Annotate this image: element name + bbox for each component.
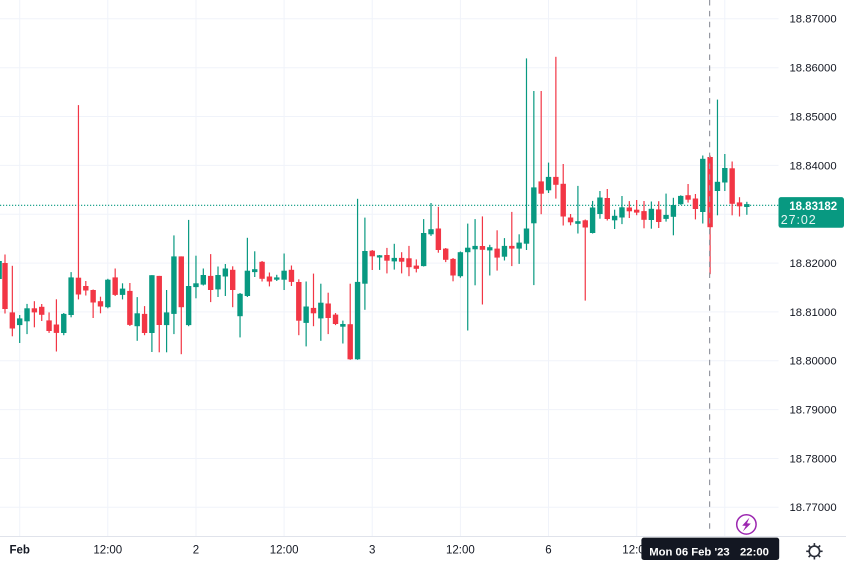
svg-text:Feb: Feb	[9, 545, 29, 557]
svg-text:27:02: 27:02	[781, 213, 817, 227]
svg-text:18.83182: 18.83182	[789, 201, 837, 213]
svg-text:18.77000: 18.77000	[790, 502, 837, 514]
svg-text:18.82000: 18.82000	[790, 258, 837, 270]
svg-text:6: 6	[545, 545, 551, 557]
svg-text:18.84000: 18.84000	[790, 160, 837, 172]
svg-text:18.79000: 18.79000	[790, 405, 837, 417]
svg-text:18.78000: 18.78000	[790, 453, 837, 465]
svg-text:18.80000: 18.80000	[790, 356, 837, 368]
svg-text:3: 3	[369, 545, 375, 557]
svg-text:12:00: 12:00	[93, 545, 122, 557]
svg-text:22:00: 22:00	[740, 546, 769, 558]
svg-text:2: 2	[193, 545, 199, 557]
svg-text:Mon 06 Feb '23: Mon 06 Feb '23	[649, 546, 730, 558]
svg-text:18.86000: 18.86000	[790, 63, 837, 75]
svg-text:18.87000: 18.87000	[790, 14, 837, 26]
svg-text:12:00: 12:00	[446, 545, 475, 557]
svg-text:18.85000: 18.85000	[790, 111, 837, 123]
svg-text:12:00: 12:00	[270, 545, 299, 557]
svg-text:18.81000: 18.81000	[790, 307, 837, 319]
